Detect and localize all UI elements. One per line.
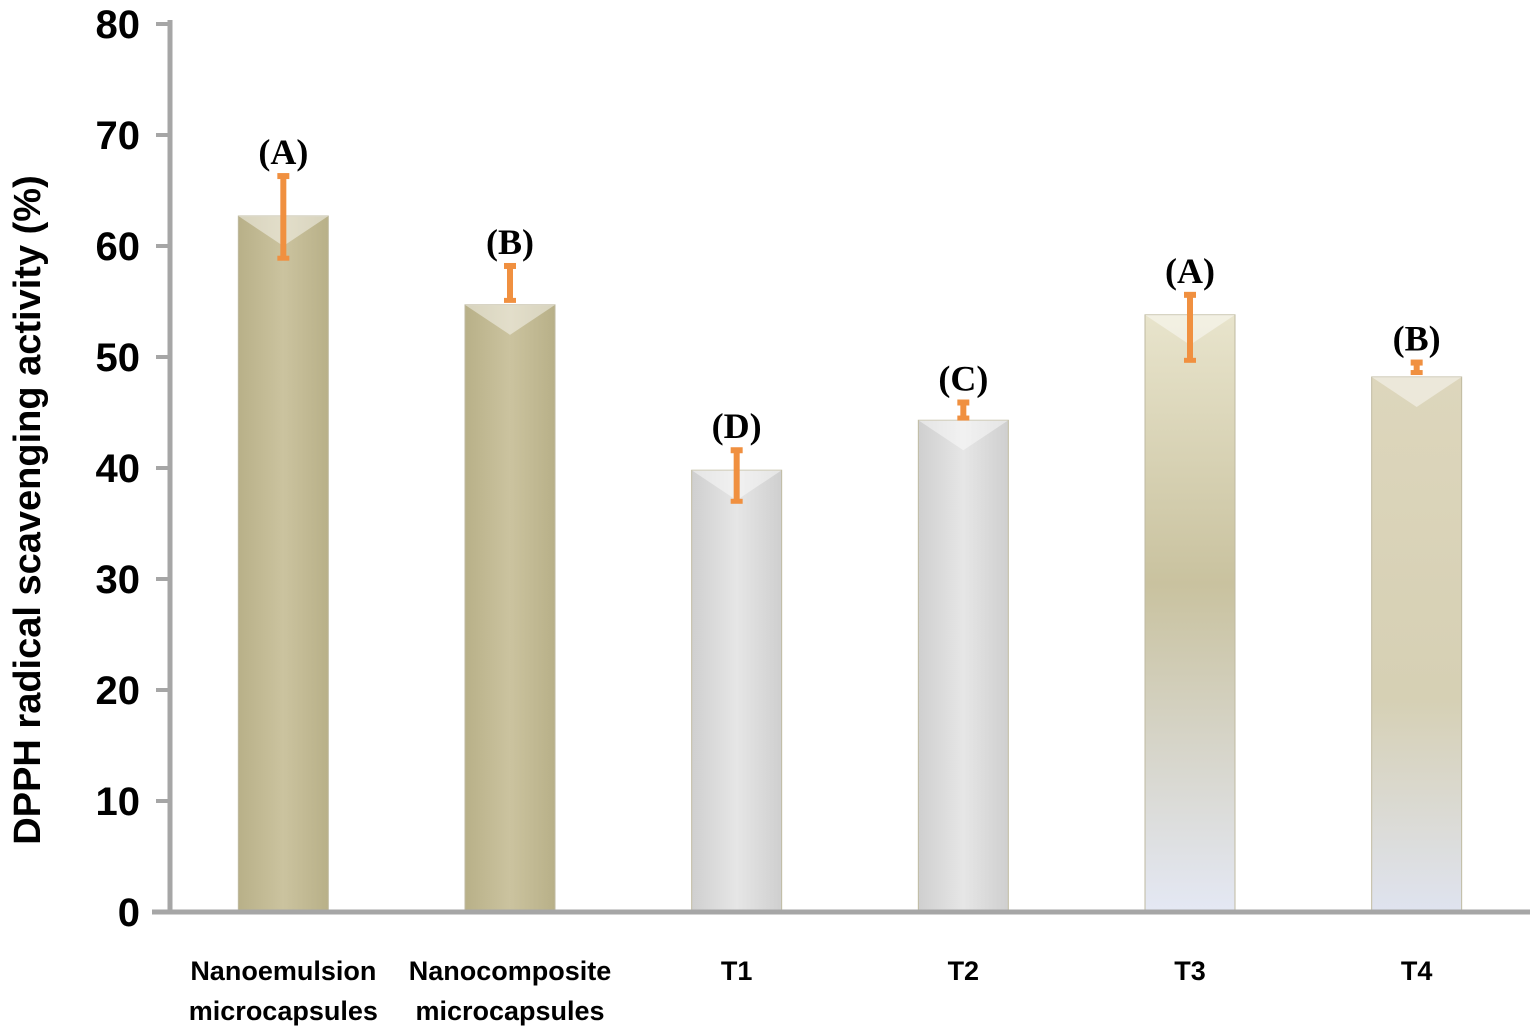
y-tick-label: 20	[96, 669, 141, 713]
bar	[237, 215, 329, 913]
y-tick-label: 10	[96, 780, 141, 824]
x-category-label: T2	[948, 956, 980, 986]
significance-label: (D)	[712, 406, 762, 446]
significance-label: (A)	[258, 132, 308, 172]
x-category-label: T1	[721, 956, 753, 986]
y-tick-label: 70	[96, 114, 141, 158]
y-axis-label: DPPH radical scavenging activity (%)	[7, 175, 49, 844]
bar	[691, 469, 783, 913]
y-tick-label: 80	[96, 3, 141, 47]
x-category-label: T4	[1401, 956, 1433, 986]
y-tick-label: 40	[96, 447, 141, 491]
y-tick-label: 50	[96, 336, 141, 380]
bar-highlight	[918, 420, 1009, 451]
y-tick-label: 60	[96, 225, 141, 269]
significance-label: (B)	[1393, 319, 1441, 359]
x-category-label: Nanocomposite	[409, 956, 612, 986]
bar-highlight	[1371, 376, 1462, 407]
x-category-label: microcapsules	[189, 996, 378, 1026]
significance-label: (C)	[938, 359, 988, 399]
bar	[1144, 314, 1236, 913]
y-tick-label: 0	[118, 891, 140, 935]
bar	[917, 419, 1009, 913]
x-category-label: Nanoemulsion	[190, 956, 376, 986]
bar	[464, 304, 556, 913]
y-tick-label: 30	[96, 558, 141, 602]
x-category-label: T3	[1174, 956, 1206, 986]
bar-highlight	[465, 304, 555, 335]
x-category-label: microcapsules	[415, 996, 604, 1026]
significance-label: (B)	[486, 222, 534, 262]
significance-label: (A)	[1165, 251, 1215, 291]
bar	[1371, 376, 1463, 913]
